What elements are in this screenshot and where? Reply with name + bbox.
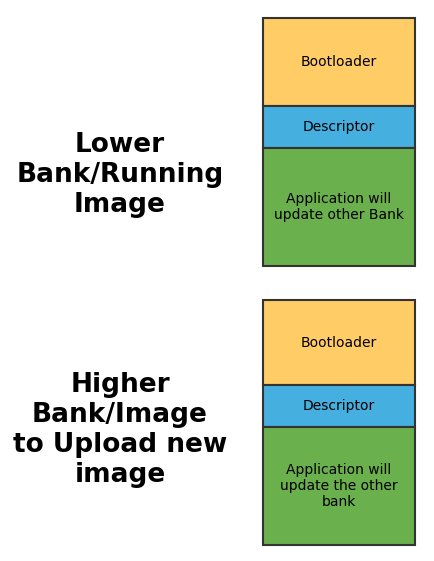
Text: Bootloader: Bootloader <box>300 55 376 69</box>
Text: Application will
update the other
bank: Application will update the other bank <box>279 463 397 509</box>
Text: Application will
update other Bank: Application will update other Bank <box>273 192 403 222</box>
Bar <box>263 148 414 266</box>
Text: Descriptor: Descriptor <box>302 399 374 413</box>
Bar <box>263 18 414 106</box>
Text: Descriptor: Descriptor <box>302 120 374 134</box>
Bar <box>263 427 414 545</box>
Text: Higher
Bank/Image
to Upload new
image: Higher Bank/Image to Upload new image <box>13 372 227 488</box>
Text: Lower
Bank/Running
Image: Lower Bank/Running Image <box>16 132 223 218</box>
Bar <box>263 385 414 427</box>
Bar <box>263 300 414 385</box>
Bar <box>263 106 414 148</box>
Text: Bootloader: Bootloader <box>300 335 376 350</box>
